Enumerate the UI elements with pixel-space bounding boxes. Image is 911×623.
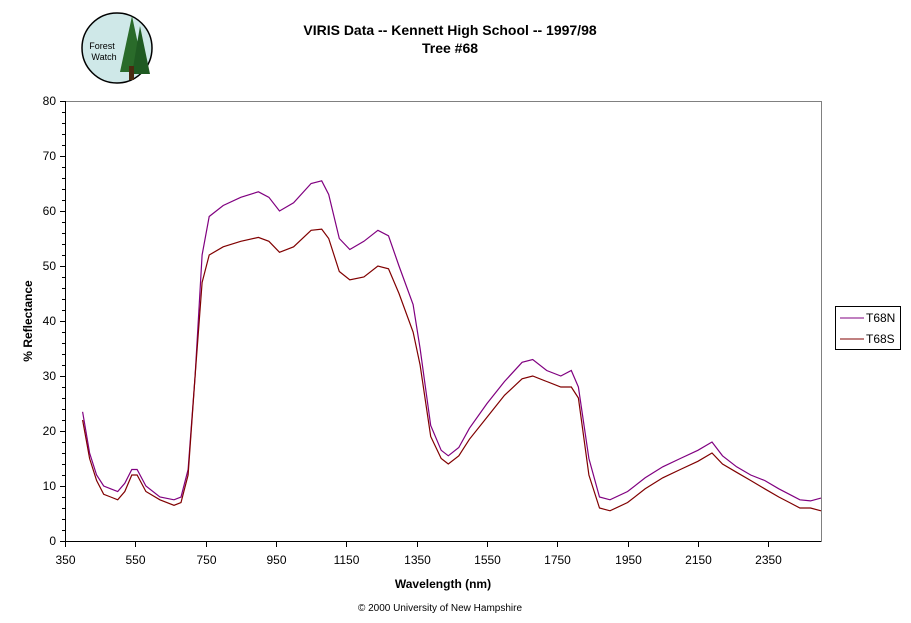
copyright: © 2000 University of New Hampshire	[358, 603, 523, 614]
x-tick-label: 1750	[544, 553, 571, 567]
y-tick-label: 80	[43, 94, 57, 108]
y-tick-label: 60	[43, 204, 57, 218]
legend-label-t68n: T68N	[866, 311, 895, 325]
y-tick-label: 20	[43, 424, 57, 438]
x-tick-label: 750	[196, 553, 216, 567]
legend: T68N T68S	[835, 306, 901, 350]
x-tick-label: 1950	[615, 553, 642, 567]
series-line-t68n	[82, 180, 822, 502]
y-tick-label: 70	[43, 149, 57, 163]
y-tick-label: 30	[43, 369, 57, 383]
logo-text-watch: Watch	[91, 52, 116, 62]
forest-watch-logo: Forest Watch	[81, 12, 153, 84]
chart-title: VIRIS Data -- Kennett High School -- 199…	[303, 22, 597, 38]
y-tick-label: 40	[43, 314, 57, 328]
y-tick-label: 0	[49, 534, 56, 548]
x-tick-label: 1350	[404, 553, 431, 567]
x-axis-label: Wavelength (nm)	[395, 577, 491, 591]
y-tick-label: 10	[43, 479, 57, 493]
x-tick-label: 550	[125, 553, 145, 567]
legend-label-t68s: T68S	[866, 332, 895, 346]
x-tick-label: 2350	[755, 553, 782, 567]
x-tick-label: 1150	[334, 553, 360, 567]
chart-subtitle: Tree #68	[421, 40, 479, 56]
series-line-t68s	[82, 228, 822, 512]
plot-area	[65, 101, 822, 542]
x-tick-label: 350	[55, 553, 75, 567]
y-axis-label: % Reflectance	[21, 280, 35, 362]
x-tick-label: 2150	[685, 553, 712, 567]
x-tick-label: 950	[266, 553, 286, 567]
y-tick-label: 50	[43, 259, 57, 273]
logo-text-forest: Forest	[89, 41, 115, 51]
x-tick-label: 1550	[474, 553, 501, 567]
